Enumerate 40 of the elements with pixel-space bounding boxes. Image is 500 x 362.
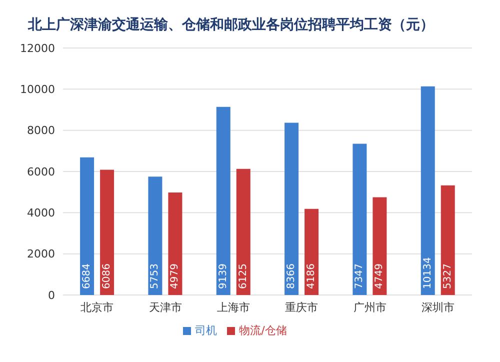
data-label: 7347 [354,264,366,289]
bar [372,197,387,295]
data-label: 6086 [102,264,113,289]
y-tick-label: 0 [48,288,55,302]
bar [148,176,162,295]
data-label: 5753 [150,264,161,289]
data-label: 4749 [374,264,386,289]
x-tick-label: 上海市 [216,300,250,314]
data-label: 10134 [422,257,434,289]
y-tick-label: 10000 [20,83,55,96]
bar [440,185,455,295]
y-tick-label: 6000 [27,165,55,178]
y-tick-label: 4000 [27,206,55,220]
x-tick-label: 重庆市 [285,300,318,314]
data-label: 9139 [218,264,229,289]
bar [100,170,114,295]
data-label: 4186 [306,264,318,289]
bar [236,168,250,295]
bar [352,144,367,295]
data-label: 6684 [82,264,93,289]
x-tick-label: 天津市 [148,300,182,314]
x-tick-label: 广州市 [353,300,386,314]
data-label: 5327 [442,264,454,289]
bar [168,192,182,295]
y-tick-label: 12000 [20,42,55,55]
bar [420,86,435,295]
legend-label: 司机 [195,324,218,337]
bar [284,122,299,295]
bar [216,106,230,295]
bar [304,208,319,295]
y-tick-label: 2000 [27,248,55,261]
data-label: 4979 [170,264,181,289]
data-label: 8366 [286,264,298,289]
y-tick-label: 8000 [27,124,55,138]
legend-label: 物流/仓储 [239,324,287,337]
bar [80,157,94,295]
chart-title: 北上广深津渝交通运输、仓储和邮政业各岗位招聘平均工资（元） [26,16,435,35]
data-label: 6125 [238,264,249,289]
x-tick-label: 北京市 [80,300,114,314]
x-tick-label: 深圳市 [421,300,454,314]
